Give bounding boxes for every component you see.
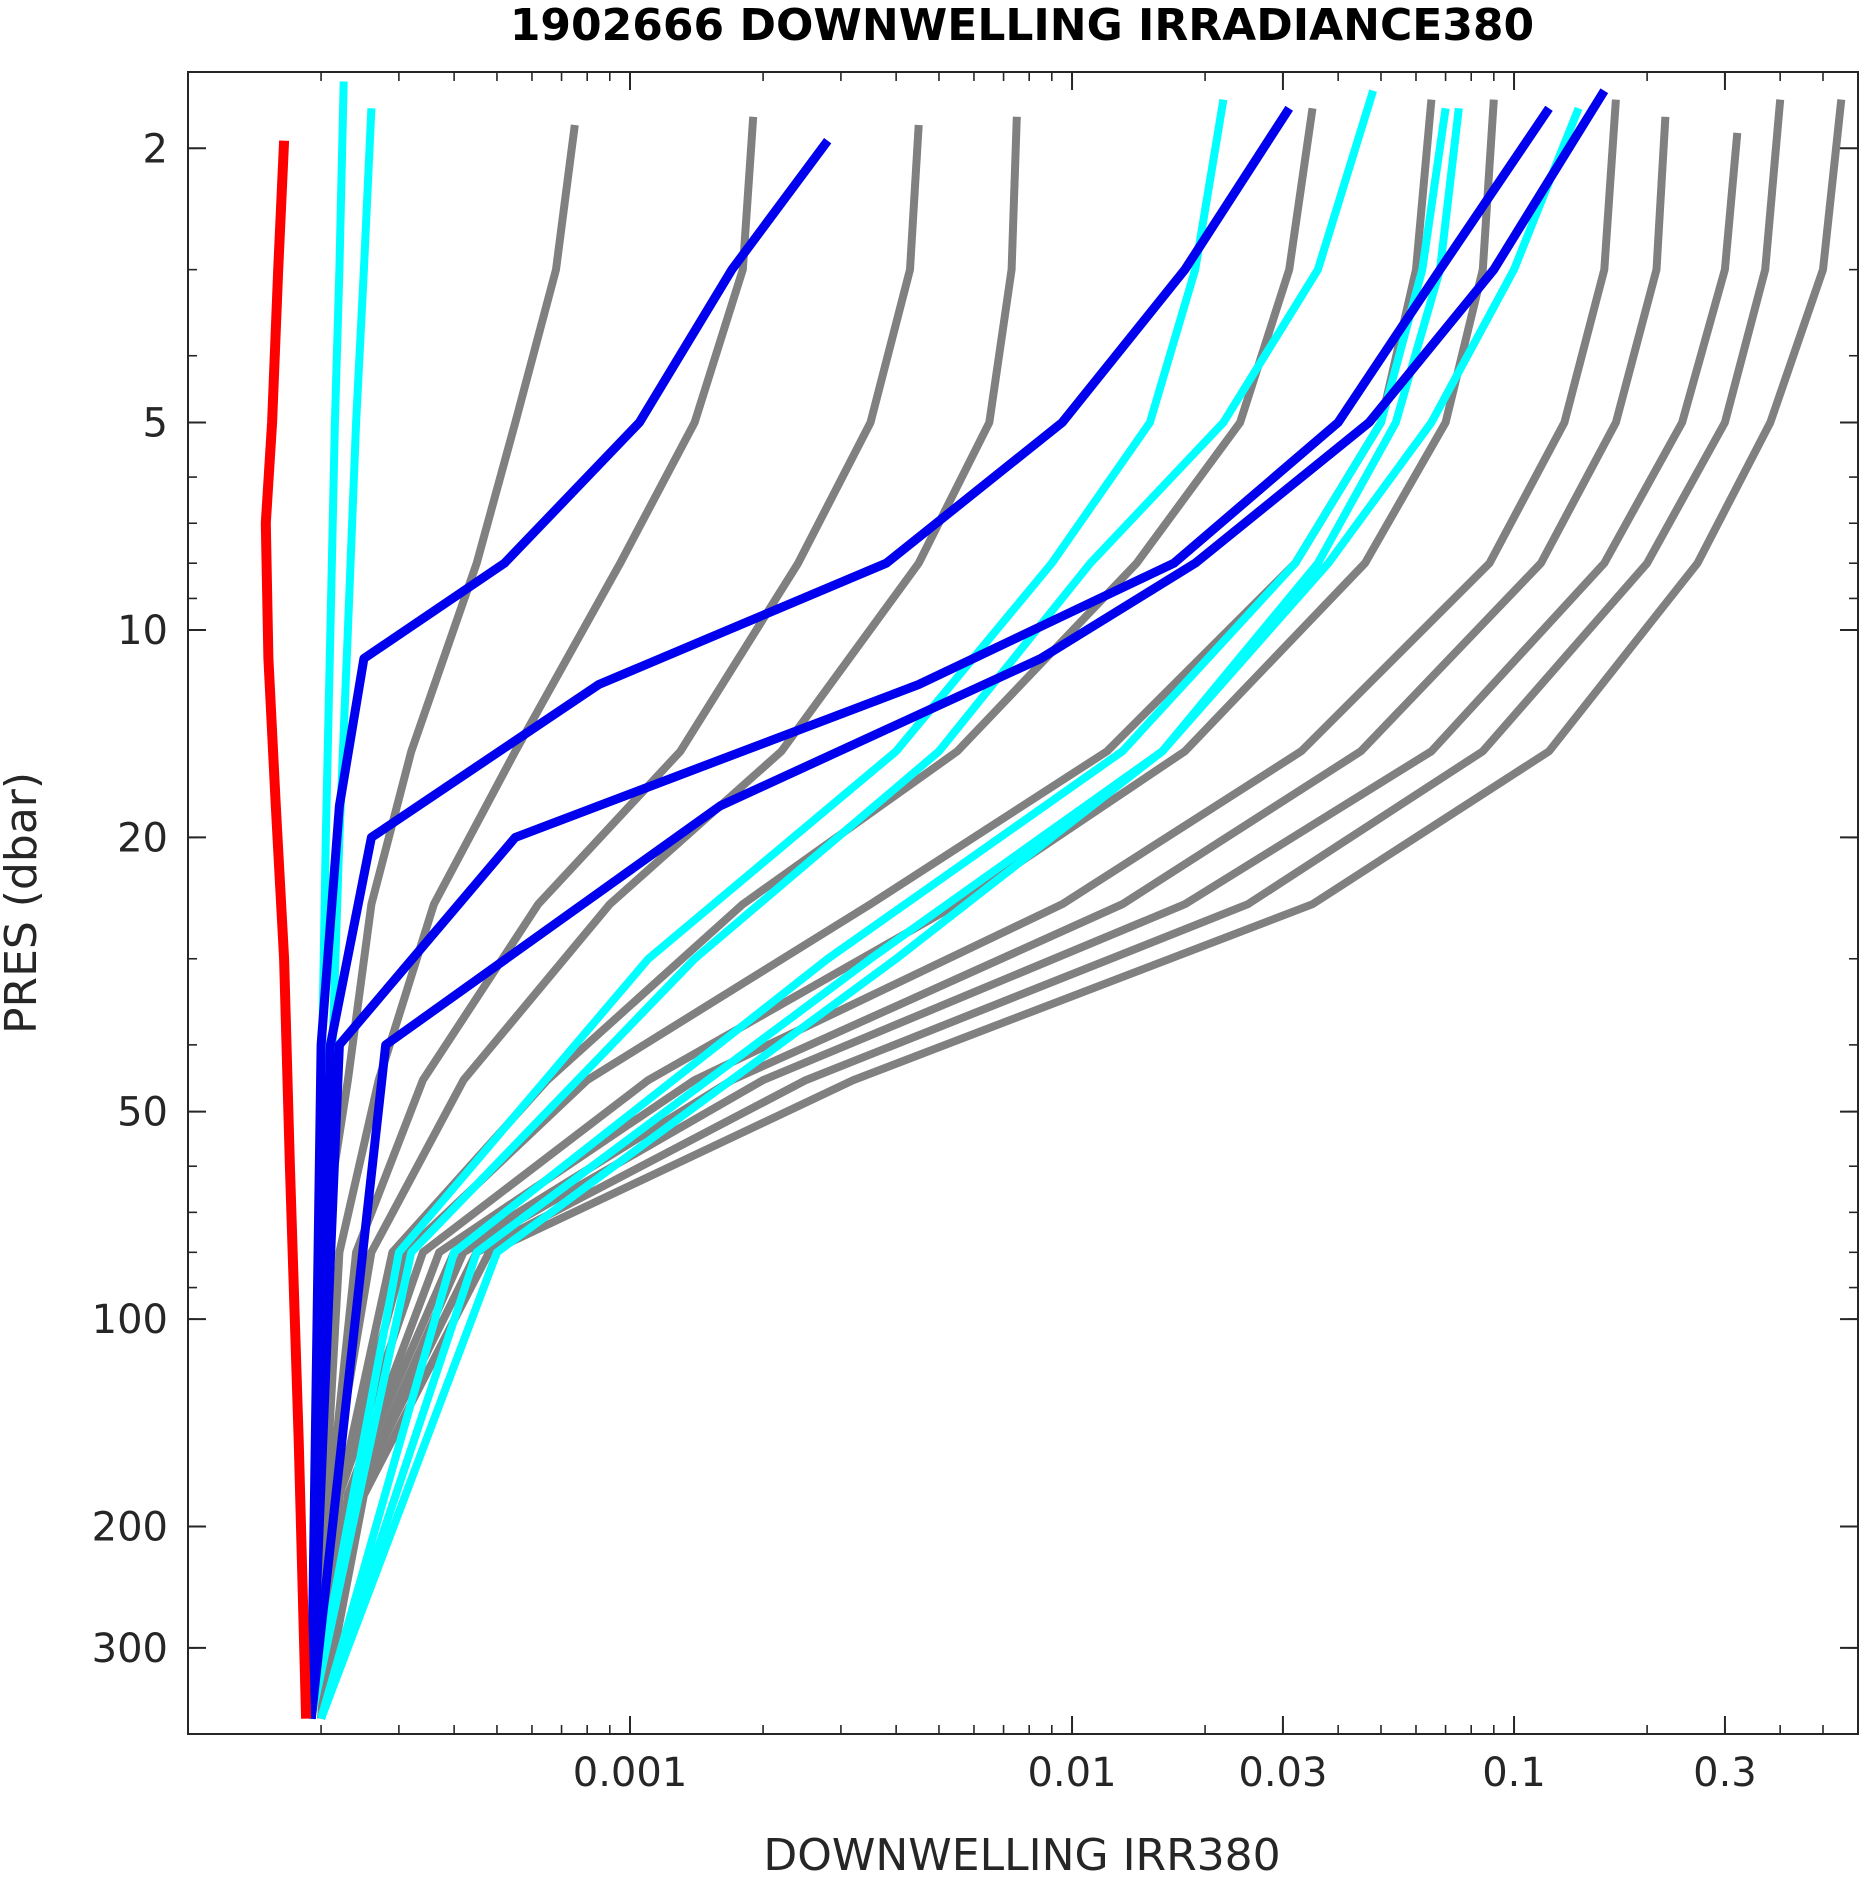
chart-title: 1902666 DOWNWELLING IRRADIANCE380 — [510, 0, 1534, 51]
x-tick-label: 0.01 — [1027, 1750, 1116, 1796]
gray-profile-12 — [317, 99, 1846, 1720]
tick-layer: 0.001 0.01 0.03 0.1 0.3 2 5 10 20 50 100 200 300 — [92, 72, 1858, 1796]
red-profile-1 — [260, 140, 312, 1719]
gray-profile-10 — [317, 132, 1742, 1720]
y-tick-label: 5 — [143, 401, 168, 447]
y-tick-label: 20 — [117, 815, 168, 861]
cyan-profile-4 — [307, 89, 1377, 1720]
plot-frame — [187, 71, 1859, 1735]
series-layer — [260, 81, 1846, 1721]
gray-profile-2 — [307, 116, 758, 1719]
x-tick-label: 0.001 — [573, 1750, 688, 1796]
y-tick-label: 300 — [92, 1626, 168, 1672]
y-tick-label: 2 — [143, 126, 168, 172]
x-tick-label: 0.03 — [1238, 1750, 1327, 1796]
cyan-profile-7 — [317, 106, 1583, 1721]
x-tick-label: 0.3 — [1693, 1750, 1757, 1796]
y-tick-label: 10 — [117, 608, 168, 654]
blue-profile-1 — [306, 138, 832, 1719]
y-tick-label: 50 — [117, 1090, 168, 1136]
gray-profile-9 — [317, 116, 1670, 1720]
y-tick-label: 200 — [92, 1505, 168, 1551]
cyan-profile-5 — [317, 107, 1450, 1720]
gray-profile-3 — [307, 124, 923, 1719]
blue-profile-2 — [306, 105, 1293, 1719]
x-tick-label: 0.1 — [1482, 1750, 1546, 1796]
gray-profile-7 — [317, 99, 1498, 1719]
blue-profile-3 — [306, 105, 1553, 1719]
cyan-profile-3 — [307, 98, 1228, 1720]
y-axis-label: PRES (dbar) — [0, 772, 47, 1034]
blue-profile-4 — [306, 88, 1609, 1720]
gray-profile-4 — [307, 116, 1021, 1719]
gray-profile-8 — [317, 99, 1620, 1720]
y-tick-label: 100 — [92, 1297, 168, 1343]
x-axis-label: DOWNWELLING IRR380 — [763, 1830, 1280, 1881]
